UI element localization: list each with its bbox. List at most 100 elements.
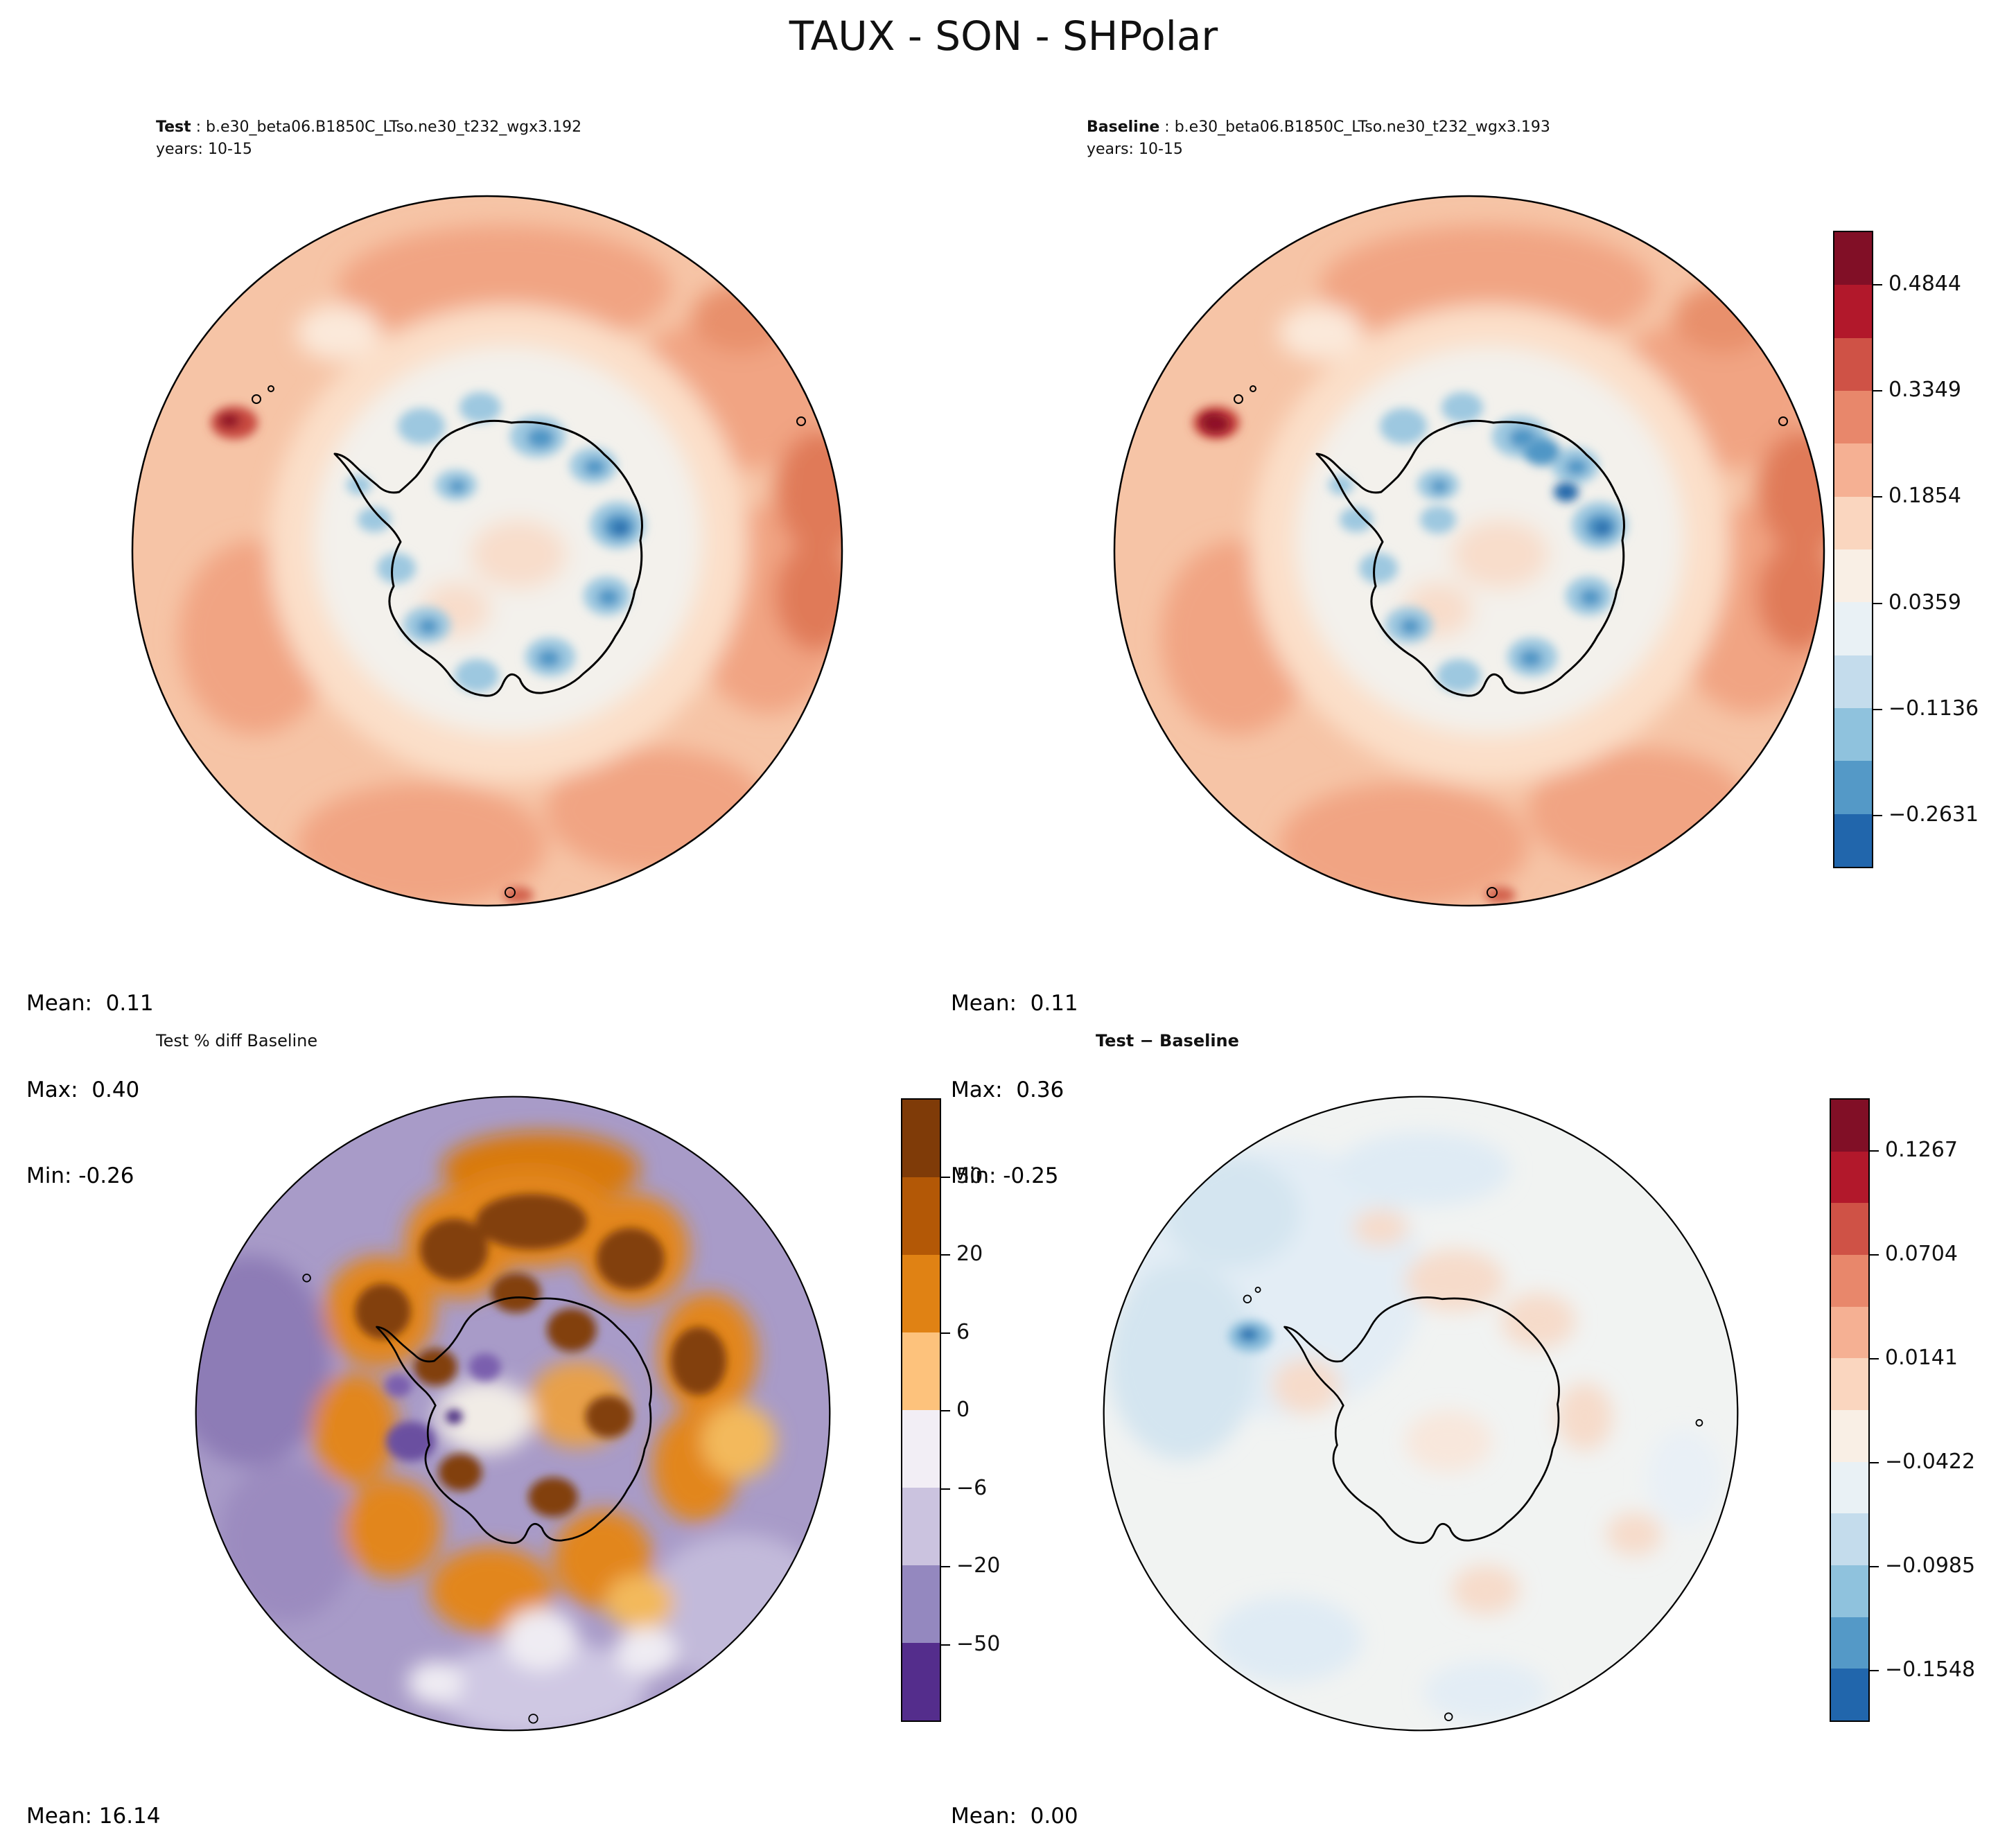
colorbar-tick-label: 0.0704: [1885, 1241, 1958, 1266]
island: [796, 416, 806, 426]
colorbar-tick: [1870, 1254, 1879, 1256]
colorbar-segment: [1834, 813, 1872, 867]
colorbar-segment: [1834, 655, 1872, 708]
colorbar-tick: [941, 1488, 950, 1490]
test-label: Test: [156, 118, 191, 136]
colorbar-segment: [902, 1488, 940, 1565]
colorbar-segment: [1831, 1461, 1868, 1514]
island: [252, 394, 261, 404]
diff-stat-mean: Mean: 0.00: [951, 1804, 1078, 1829]
colorbar-segment: [1831, 1669, 1868, 1721]
test-stat-mean: Mean: 0.11: [26, 991, 154, 1017]
diff-contour-field: [1103, 1096, 1738, 1731]
baseline-header: Baseline : b.e30_beta06.B1850C_LTso.ne30…: [1087, 116, 1550, 161]
colorbar-tick: [941, 1644, 950, 1646]
colorbar-segment: [1831, 1100, 1868, 1152]
colorbar-tick-label: −50: [956, 1631, 1001, 1656]
colorbar-tick-label: 0: [956, 1397, 970, 1422]
colorbar-tick-label: −0.2631: [1888, 802, 1979, 827]
colorbar-tick: [1870, 1566, 1879, 1567]
pct-diff-stat-mean: Mean: 16.14: [26, 1804, 161, 1829]
baseline-stat-min: Min: -0.25: [951, 1163, 1059, 1189]
colorbar-gradient: [1830, 1098, 1870, 1722]
baseline-years: years: 10-15: [1087, 140, 1183, 158]
figure-title: TAUX - SON - SHPolar: [789, 12, 1218, 60]
colorbar-tick: [1873, 815, 1882, 817]
test-coastline-layer: [252, 385, 806, 898]
test-map: [131, 195, 843, 907]
pct-diff-colorbar: 50 20 6 0 −6 −20 −50: [901, 1098, 1000, 1722]
colorbar-tick: [1873, 496, 1882, 498]
colorbar-tick-label: 20: [956, 1241, 983, 1266]
colorbar-tick: [1873, 602, 1882, 604]
colorbar-segment: [1834, 443, 1872, 497]
baseline-run: : b.e30_beta06.B1850C_LTso.ne30_t232_wgx…: [1159, 118, 1550, 136]
baseline-stat-max: Max: 0.36: [951, 1077, 1064, 1102]
diff-colorbar: 0.1267 0.0704 0.0141 −0.0422 −0.0985 −0.1548: [1830, 1098, 1975, 1722]
colorbar-tick-label: 0.3349: [1888, 377, 1961, 402]
colorbar-segment: [1831, 1513, 1868, 1566]
colorbar-tick: [1870, 1150, 1879, 1152]
colorbar-segment: [902, 1100, 940, 1177]
colorbar-segment: [1831, 1306, 1868, 1359]
colorbar-tick: [1870, 1670, 1879, 1672]
colorbar-tick-label: −0.1548: [1885, 1657, 1976, 1682]
island: [1778, 416, 1788, 426]
colorbar-segment: [1831, 1151, 1868, 1204]
diff-coastline-layer: [1243, 1286, 1703, 1721]
colorbar-segment: [1831, 1565, 1868, 1617]
colorbar-segment: [902, 1332, 940, 1410]
pct-diff-contour-field: [195, 1096, 830, 1731]
colorbar-segment: [1831, 1203, 1868, 1256]
colorbar-tick-label: 0.4844: [1888, 271, 1961, 296]
island: [1487, 887, 1498, 898]
colorbar-tick: [941, 1254, 950, 1256]
diff-map: [1103, 1095, 1739, 1732]
colorbar-segment: [1831, 1410, 1868, 1462]
colorbar-segment: [1834, 337, 1872, 391]
baseline-label: Baseline: [1087, 118, 1160, 136]
colorbar-segment: [1831, 1255, 1868, 1307]
baseline-map: [1112, 194, 1826, 908]
island: [528, 1714, 538, 1724]
island: [505, 887, 516, 898]
colorbar-segment: [902, 1177, 940, 1255]
colorbar-tick-label: −6: [956, 1475, 988, 1500]
colorbar-tick-label: −20: [956, 1553, 1001, 1578]
pct-diff-stats: Mean: 16.14 Max: 56391.38 Min: -23300.41: [26, 1745, 189, 1848]
colorbar-gradient: [1833, 231, 1873, 868]
colorbar-segment: [1831, 1358, 1868, 1411]
colorbar-tick: [941, 1566, 950, 1567]
colorbar-tick-label: −0.0422: [1885, 1449, 1976, 1474]
map-boundary-circle: [131, 195, 843, 907]
test-contour-field: [132, 196, 842, 906]
test-years: years: 10-15: [156, 140, 252, 158]
colorbar-tick-label: 0.0359: [1888, 590, 1961, 615]
diff-title: Test − Baseline: [1096, 1031, 1239, 1050]
baseline-stats: Mean: 0.11 Max: 0.36 Min: -0.25: [951, 932, 1078, 1249]
island: [1695, 1419, 1703, 1427]
island: [302, 1274, 311, 1283]
colorbar-segment: [1834, 232, 1872, 285]
test-run-label: Test : b.e30_beta06.B1850C_LTso.ne30_t23…: [156, 116, 581, 139]
colorbar-segment: [1831, 1617, 1868, 1669]
island: [268, 385, 274, 392]
main-colorbar: 0.4844 0.3349 0.1854 0.0359 −0.1136 −0.2631: [1833, 231, 1979, 868]
colorbar-tick-label: 0.1267: [1885, 1137, 1958, 1162]
island: [1243, 1294, 1252, 1304]
colorbar-segment: [902, 1643, 940, 1721]
island: [1250, 385, 1256, 392]
colorbar-tick-label: −0.1136: [1888, 696, 1979, 721]
colorbar-tick: [1873, 390, 1882, 391]
baseline-run-label: Baseline : b.e30_beta06.B1850C_LTso.ne30…: [1087, 116, 1550, 139]
colorbar-tick: [941, 1410, 950, 1411]
colorbar-segment: [902, 1565, 940, 1643]
colorbar-tick: [941, 1332, 950, 1334]
colorbar-tick-label: 0.1854: [1888, 484, 1961, 509]
island: [1254, 1286, 1261, 1293]
baseline-stat-mean: Mean: 0.11: [951, 991, 1078, 1017]
test-run: : b.e30_beta06.B1850C_LTso.ne30_t232_wgx…: [191, 118, 582, 136]
pct-diff-title: Test % diff Baseline: [156, 1031, 318, 1050]
baseline-coastline-layer: [1234, 385, 1788, 898]
colorbar-segment: [902, 1410, 940, 1488]
